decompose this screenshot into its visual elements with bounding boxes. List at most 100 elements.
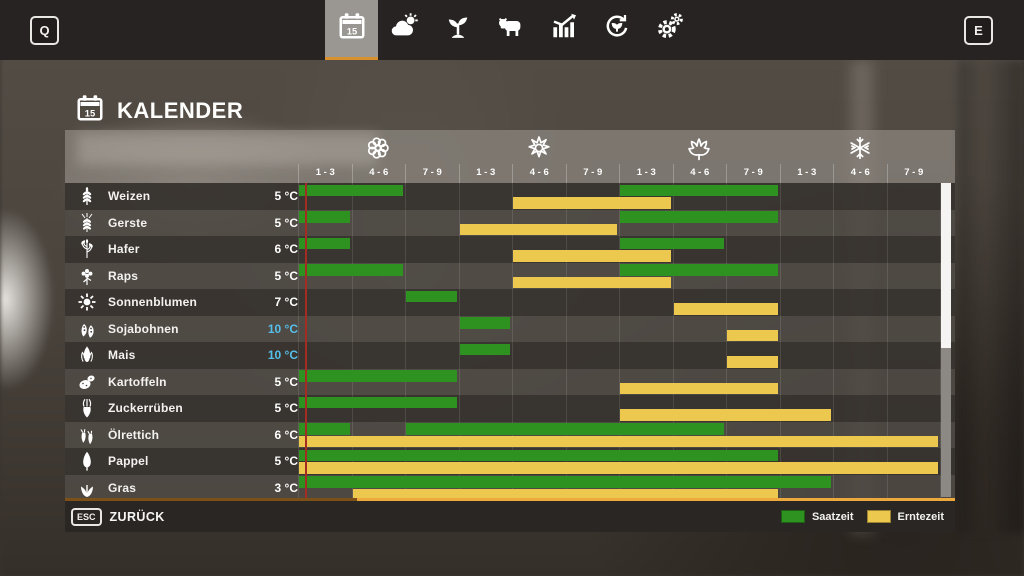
sow-bar [299,264,403,276]
crop-label: Gras [65,475,298,502]
sow-bar [459,343,510,355]
crop-label: Hafer [65,236,298,263]
sow-bar [299,370,457,382]
leaf-icon [684,133,714,163]
sow-bar [406,423,724,435]
crop-row-gras: Gras 3 °C [65,474,955,502]
crop-bars [298,289,941,316]
legend: Saatzeit Erntezeit [780,501,952,532]
legend-swatch [866,510,891,523]
crop-label: Weizen [65,183,298,210]
germination-temperature: 6 °C [274,427,298,442]
crop-row-raps: Raps 5 °C [65,262,955,290]
wheat-icon [77,186,97,206]
period-label: 1 - 3 [619,164,673,183]
harvest-bar [727,356,778,368]
period-label: 4 - 6 [512,164,566,183]
sow-bar [459,317,510,329]
gears-icon [655,11,685,46]
back-button-label[interactable]: ZURÜCK [109,509,165,524]
germination-temperature: 5 °C [274,374,298,389]
sow-bar [620,211,778,223]
bar-chart-icon [549,11,579,46]
tab-statistics[interactable] [537,0,590,57]
scrollbar[interactable] [941,183,951,497]
radish-icon [77,425,97,445]
crop-bars [298,316,941,343]
harvest-bar [299,462,938,474]
crop-bars [298,342,941,369]
sow-bar [299,211,350,223]
crop-name: Sojabohnen [108,321,179,336]
crop-row-gerste: Gerste 5 °C [65,209,955,237]
sow-bar [299,423,350,435]
crop-bars [298,263,941,290]
key-hint-q[interactable]: Q [30,16,59,45]
tab-crops[interactable] [431,0,484,57]
harvest-bar [459,223,617,235]
crop-row-hafer: Hafer 6 °C [65,236,955,263]
harvest-bar [299,435,938,447]
background-shadow [958,60,1024,533]
legend-label: Erntezeit [897,510,944,523]
germination-temperature: 10 °C [267,348,298,363]
crop-label: Ölrettich [65,422,298,449]
canola-icon [77,266,97,286]
germination-temperature: 7 °C [274,295,298,310]
scrollbar-thumb[interactable] [941,183,951,348]
sow-bar [299,449,778,461]
tab-rotation[interactable] [590,0,643,57]
crop-row-sonnenblumen: Sonnenblumen 7 °C [65,289,955,316]
key-hint-esc[interactable]: ESC [71,507,102,526]
period-label: 4 - 6 [351,164,406,183]
crop-bars [298,475,941,502]
crop-row-zuckerrüben: Zuckerrüben 5 °C [65,395,955,422]
sugarbeet-icon [77,398,97,418]
calendar-chart: Weizen 5 °C Gerste 5 °C Hafer 6 °C Raps … [65,183,955,501]
tab-settings[interactable] [643,0,696,57]
sun-icon [524,133,554,163]
weather-icon [390,11,420,46]
flower-icon [363,133,393,163]
germination-temperature: 5 °C [274,454,298,469]
germination-temperature: 5 °C [274,401,298,416]
crop-name: Pappel [108,454,149,469]
crop-label: Mais [65,342,298,369]
period-label: 7 - 9 [886,164,941,183]
harvest-bar [513,197,671,209]
seedling-icon [443,11,473,46]
harvest-bar [620,382,778,394]
tab-animals[interactable] [484,0,537,57]
poplar-icon [77,451,97,471]
tab-calendar[interactable]: 15 [325,0,378,60]
key-hint-e[interactable]: E [964,16,993,45]
germination-temperature: 5 °C [274,189,298,204]
snowflake-icon [845,133,875,163]
crop-label: Gerste [65,210,298,237]
crop-label: Sojabohnen [65,316,298,343]
crop-bars [298,236,941,263]
sow-bar [620,264,778,276]
tab-weather[interactable] [378,0,431,57]
crop-label: Raps [65,263,298,290]
sow-bar [299,476,831,488]
germination-temperature: 6 °C [274,242,298,257]
crop-row-kartoffeln: Kartoffeln 5 °C [65,368,955,395]
crop-name: Raps [108,268,139,283]
page-title-row: 15 KALENDER [75,93,243,128]
harvest-bar [513,276,671,288]
crop-label: Sonnenblumen [65,289,298,316]
crop-name: Sonnenblumen [108,295,198,310]
sow-bar [406,290,457,302]
sow-bar [620,184,778,196]
sow-bar [299,396,457,408]
calendar-icon: 15 [75,93,105,128]
crop-row-mais: Mais 10 °C [65,342,955,369]
crop-label: Zuckerrüben [65,395,298,422]
barley-icon [77,212,97,233]
sunflower-icon [77,292,97,312]
page-title: KALENDER [117,97,244,123]
crop-bars [298,422,941,449]
crop-name: Gras [108,480,137,495]
